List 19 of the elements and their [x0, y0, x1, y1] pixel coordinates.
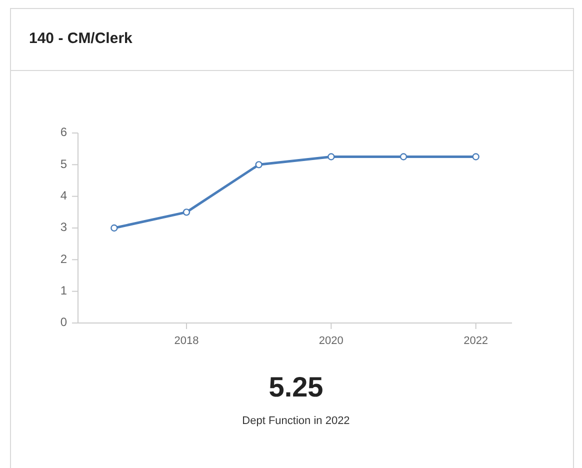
x-tick-label: 2020	[318, 334, 344, 347]
y-tick-label: 0	[60, 315, 68, 330]
point	[110, 224, 118, 232]
point	[328, 153, 335, 160]
text: 5.25	[268, 371, 324, 402]
y-tick-label: 1	[60, 284, 68, 298]
y-tick-label: 5	[60, 156, 68, 171]
point	[255, 161, 262, 168]
point	[182, 208, 190, 216]
y-tick-label: 6	[60, 125, 68, 140]
x-tick-label: 2022	[464, 334, 488, 347]
point	[400, 153, 408, 160]
y-tick-label: 2	[60, 252, 68, 266]
x-tick-label: 2018	[174, 334, 199, 347]
text: Dept Function in 2022	[242, 414, 350, 427]
y-tick-label: 4	[60, 188, 68, 203]
point	[472, 153, 480, 160]
chart-title: 140 - CM/Clerk	[29, 30, 134, 47]
y-tick-label: 3	[60, 220, 68, 234]
